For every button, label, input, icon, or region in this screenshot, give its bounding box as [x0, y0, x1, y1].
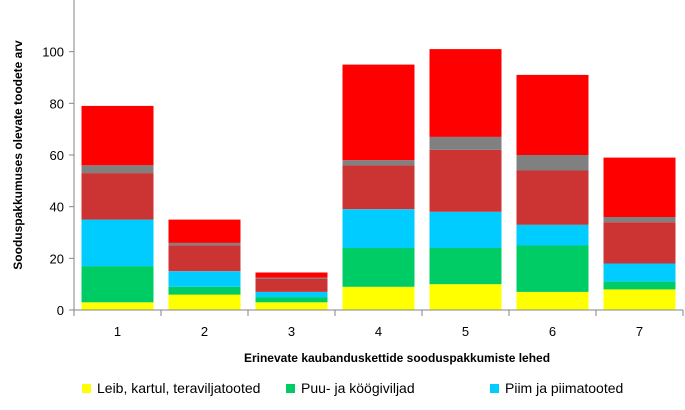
bar-segment-7-1: [603, 289, 676, 310]
y-tick-label: 60: [50, 148, 64, 163]
bar-segment-4-3: [342, 209, 415, 249]
bar-segment-3-3: [255, 291, 328, 298]
bar-segment-4-5: [342, 160, 415, 166]
bar-segment-1-2: [81, 266, 154, 303]
y-tick-label: 100: [42, 45, 64, 60]
bar-segment-3-6: [255, 272, 328, 278]
bar-segment-7-3: [603, 263, 676, 282]
bar-segment-6-3: [516, 224, 589, 246]
bar-segment-6-2: [516, 245, 589, 292]
x-tick-label: 4: [375, 324, 382, 339]
bar-segment-6-4: [516, 170, 589, 225]
x-tick-label: 1: [114, 324, 121, 339]
bar-segment-2-3: [168, 271, 241, 287]
y-tick-label: 0: [57, 303, 64, 318]
bar-segment-2-2: [168, 286, 241, 295]
y-axis-title: Sooduspakkumuses olevate toodete arv: [11, 40, 25, 270]
bar-segment-5-5: [429, 136, 502, 150]
bar-segment-2-6: [168, 219, 241, 243]
bar-segment-2-5: [168, 242, 241, 246]
bar-segment-3-5: [255, 277, 328, 279]
bar-segment-3-2: [255, 297, 328, 303]
bar-segment-7-4: [603, 222, 676, 264]
bar-segment-1-3: [81, 219, 154, 267]
bar-segment-3-4: [255, 279, 328, 292]
bar-segment-7-5: [603, 217, 676, 223]
legend-label: Leib, kartul, teraviljatooted: [97, 380, 260, 396]
bar-segment-6-5: [516, 155, 589, 171]
bar-segment-1-1: [81, 302, 154, 311]
bar-segment-6-1: [516, 291, 589, 310]
bar-segment-4-4: [342, 165, 415, 210]
bar-segment-3-1: [255, 302, 328, 311]
bar-segment-5-4: [429, 149, 502, 212]
bar-segment-5-6: [429, 49, 502, 137]
bar-segment-1-6: [81, 105, 154, 166]
x-tick-label: 5: [462, 324, 469, 339]
legend-swatch: [82, 384, 91, 393]
x-tick-label: 2: [201, 324, 208, 339]
plot-area: 0 20 40 60 80 100 1 2 3 4 5 6 7: [42, 0, 684, 339]
y-tick-label: 20: [50, 251, 64, 266]
bar-segment-2-1: [168, 294, 241, 310]
legend-swatch: [286, 384, 295, 393]
legend: Leib, kartul, teraviljatooted Puu- ja köö…: [82, 380, 623, 396]
bar-segment-5-2: [429, 248, 502, 285]
y-tick-label: 40: [50, 200, 64, 215]
y-tick-label: 80: [50, 96, 64, 111]
legend-label: Piim ja piimatooted: [505, 380, 623, 396]
bar-segment-5-1: [429, 284, 502, 310]
legend-label: Puu- ja köögiviljad: [301, 380, 415, 396]
bar-segment-7-6: [603, 157, 676, 217]
bar-segment-7-2: [603, 281, 676, 290]
bar-segment-1-4: [81, 173, 154, 220]
bar-segment-2-4: [168, 245, 241, 272]
bar-segment-4-2: [342, 248, 415, 287]
bar-segment-1-5: [81, 165, 154, 174]
x-tick-label: 7: [636, 324, 643, 339]
bar-segment-5-3: [429, 211, 502, 248]
legend-swatch: [490, 384, 499, 393]
x-tick-label: 6: [549, 324, 556, 339]
bar-segment-6-6: [516, 74, 589, 155]
x-tick-label: 3: [288, 324, 295, 339]
bar-segment-4-1: [342, 286, 415, 311]
x-axis-title: Erinevate kaubanduskettide sooduspakkumi…: [244, 351, 550, 365]
bar-segment-4-6: [342, 64, 415, 161]
